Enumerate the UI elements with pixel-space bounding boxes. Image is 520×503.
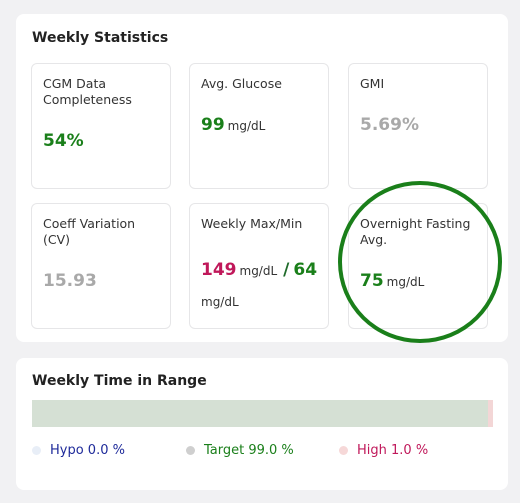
range-segment-high — [488, 400, 493, 427]
weekly-max-value: 149 — [201, 260, 237, 280]
legend-target: Target 99.0 % — [186, 443, 294, 458]
legend-hypo: Hypo 0.0 % — [32, 443, 125, 458]
cgm-completeness-tile: CGM Data Completeness 54% — [31, 63, 171, 189]
avg-glucose-unit: mg/dL — [227, 119, 266, 133]
weekly-max-unit: mg/dL — [239, 264, 278, 278]
weekly-max-min-tile: Weekly Max/Min 149 mg/dL/64 mg/dL — [189, 203, 329, 329]
weekly-max-min-values: 149 mg/dL/64 mg/dL — [201, 255, 320, 317]
coeff-variation-value: 15.93 — [43, 271, 97, 291]
legend-high-text: High 1.0 % — [357, 443, 429, 458]
gmi-value: 5.69% — [360, 115, 419, 135]
time-in-range-title: Weekly Time in Range — [32, 373, 207, 389]
legend-high: High 1.0 % — [339, 443, 428, 458]
avg-glucose-value: 99 — [201, 115, 225, 135]
overnight-fasting-tile: Overnight Fasting Avg. 75 mg/dL — [348, 203, 488, 329]
time-in-range-bar — [32, 400, 493, 427]
max-min-separator: / — [283, 260, 290, 280]
overnight-fasting-unit: mg/dL — [386, 275, 425, 289]
gmi-tile: GMI 5.69% — [348, 63, 488, 189]
weekly-min-unit: mg/dL — [201, 295, 239, 309]
overnight-fasting-value: 75 — [360, 271, 384, 291]
avg-glucose-label: Avg. Glucose — [201, 76, 282, 91]
hypo-dot-icon — [32, 446, 41, 455]
cgm-completeness-value: 54% — [43, 131, 84, 151]
coeff-variation-tile: Coeff Variation (CV) 15.93 — [31, 203, 171, 329]
weekly-min-value: 64 — [293, 260, 318, 280]
weekly-statistics-title: Weekly Statistics — [32, 30, 169, 46]
avg-glucose-tile: Avg. Glucose 99 mg/dL — [189, 63, 329, 189]
high-dot-icon — [339, 446, 348, 455]
time-in-range-card: Weekly Time in Range Hypo 0.0 % Target 9… — [16, 358, 508, 490]
range-segment-target — [32, 400, 489, 427]
coeff-variation-label: Coeff Variation (CV) — [43, 216, 136, 247]
weekly-max-min-label: Weekly Max/Min — [201, 216, 303, 231]
legend-hypo-text: Hypo 0.0 % — [50, 443, 125, 458]
target-dot-icon — [186, 446, 195, 455]
overnight-fasting-label: Overnight Fasting Avg. — [360, 216, 471, 247]
overnight-fasting-value-group: 75 mg/dL — [360, 271, 424, 291]
cgm-completeness-label: CGM Data Completeness — [43, 76, 132, 107]
gmi-label: GMI — [360, 76, 385, 91]
avg-glucose-value-group: 99 mg/dL — [201, 115, 265, 135]
weekly-statistics-card: Weekly Statistics CGM Data Completeness … — [16, 14, 508, 342]
legend-target-text: Target 99.0 % — [204, 443, 294, 458]
